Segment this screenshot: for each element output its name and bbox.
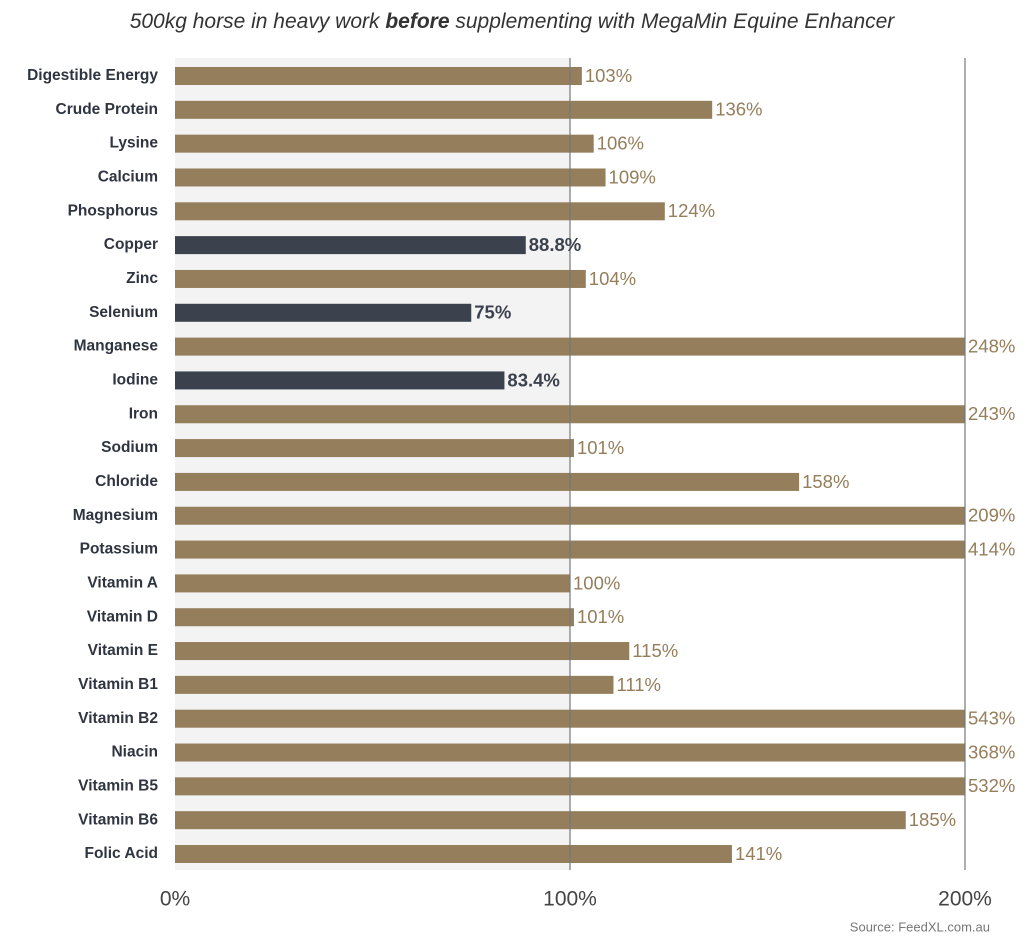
value-label: 104% [589,268,636,289]
bar [175,371,505,390]
value-label: 532% [968,775,1015,796]
bar [175,777,965,796]
bar [175,743,965,762]
value-label: 109% [609,166,656,187]
value-label: 101% [577,437,624,458]
bar [175,675,614,694]
value-label: 100% [573,572,620,593]
reference-band [175,58,570,870]
value-label: 83.4% [507,369,559,390]
bar [175,168,606,187]
bar [175,642,630,661]
y-tick-label: Digestible Energy [27,67,158,84]
x-tick-label: 100% [543,888,597,911]
value-label: 75% [474,302,511,323]
bar [175,472,800,491]
bar [175,845,732,863]
bar [175,709,965,728]
bar [175,202,665,221]
bar [175,506,965,525]
y-tick-label: Vitamin A [87,574,158,591]
bar [175,134,594,153]
x-tick-label: 0% [160,888,190,911]
bar [175,236,526,255]
value-label: 243% [968,403,1015,424]
value-label: 158% [802,471,849,492]
value-label: 111% [616,674,661,695]
value-label: 414% [968,538,1015,559]
y-tick-label: Manganese [74,338,159,355]
bar [175,303,472,322]
bar [175,540,965,559]
y-tick-label: Vitamin B5 [78,777,158,794]
y-tick-label: Vitamin B1 [78,676,158,693]
bars [175,67,965,863]
title-emphasis: before [385,10,450,33]
chart-title: 500kg horse in heavy work before supplem… [130,10,896,33]
bar [175,100,713,119]
title-part: 500kg horse in heavy work [130,10,381,33]
value-label: 248% [968,335,1015,356]
value-label: 88.8% [529,234,581,255]
y-tick-label: Calcium [98,169,158,186]
y-tick-label: Crude Protein [56,101,158,118]
y-tick-label: Vitamin E [88,642,158,659]
value-label: 124% [668,200,715,221]
value-label: 136% [715,99,762,120]
y-tick-label: Niacin [111,744,158,761]
value-label: 115% [632,640,678,661]
bar [175,439,574,458]
title-part: supplementing with MegaMin Equine Enhanc… [455,10,895,33]
value-label: 368% [968,741,1015,762]
value-label: 101% [577,606,624,627]
value-label: 141% [735,843,782,864]
y-tick-label: Iron [129,405,158,422]
y-tick-label: Sodium [101,439,158,456]
bar [175,574,570,593]
y-tick-label: Magnesium [73,507,158,524]
y-tick-label: Lysine [109,135,158,152]
bar [175,269,586,288]
y-tick-label: Selenium [89,304,158,321]
y-tick-label: Iodine [112,372,158,389]
value-label: 209% [968,505,1015,526]
y-tick-label: Vitamin B6 [78,811,158,828]
y-tick-label: Copper [104,236,158,253]
value-label: 103% [585,65,632,86]
bar [175,608,574,627]
y-tick-label: Folic Acid [85,845,159,862]
bar [175,67,582,85]
value-label: 106% [597,133,644,154]
y-tick-label: Phosphorus [68,202,158,219]
source: Source: FeedXL.com.au [850,919,990,934]
x-tick-label: 200% [938,888,992,911]
y-tick-label: Vitamin D [87,608,158,625]
bar [175,811,906,830]
y-tick-label: Potassium [80,541,158,558]
y-tick-label: Chloride [95,473,158,490]
value-label: 185% [909,809,956,830]
value-label: 543% [968,708,1015,729]
bar [175,337,965,356]
y-tick-label: Vitamin B2 [78,710,158,727]
y-tick-label: Zinc [126,270,158,287]
bar [175,405,965,424]
